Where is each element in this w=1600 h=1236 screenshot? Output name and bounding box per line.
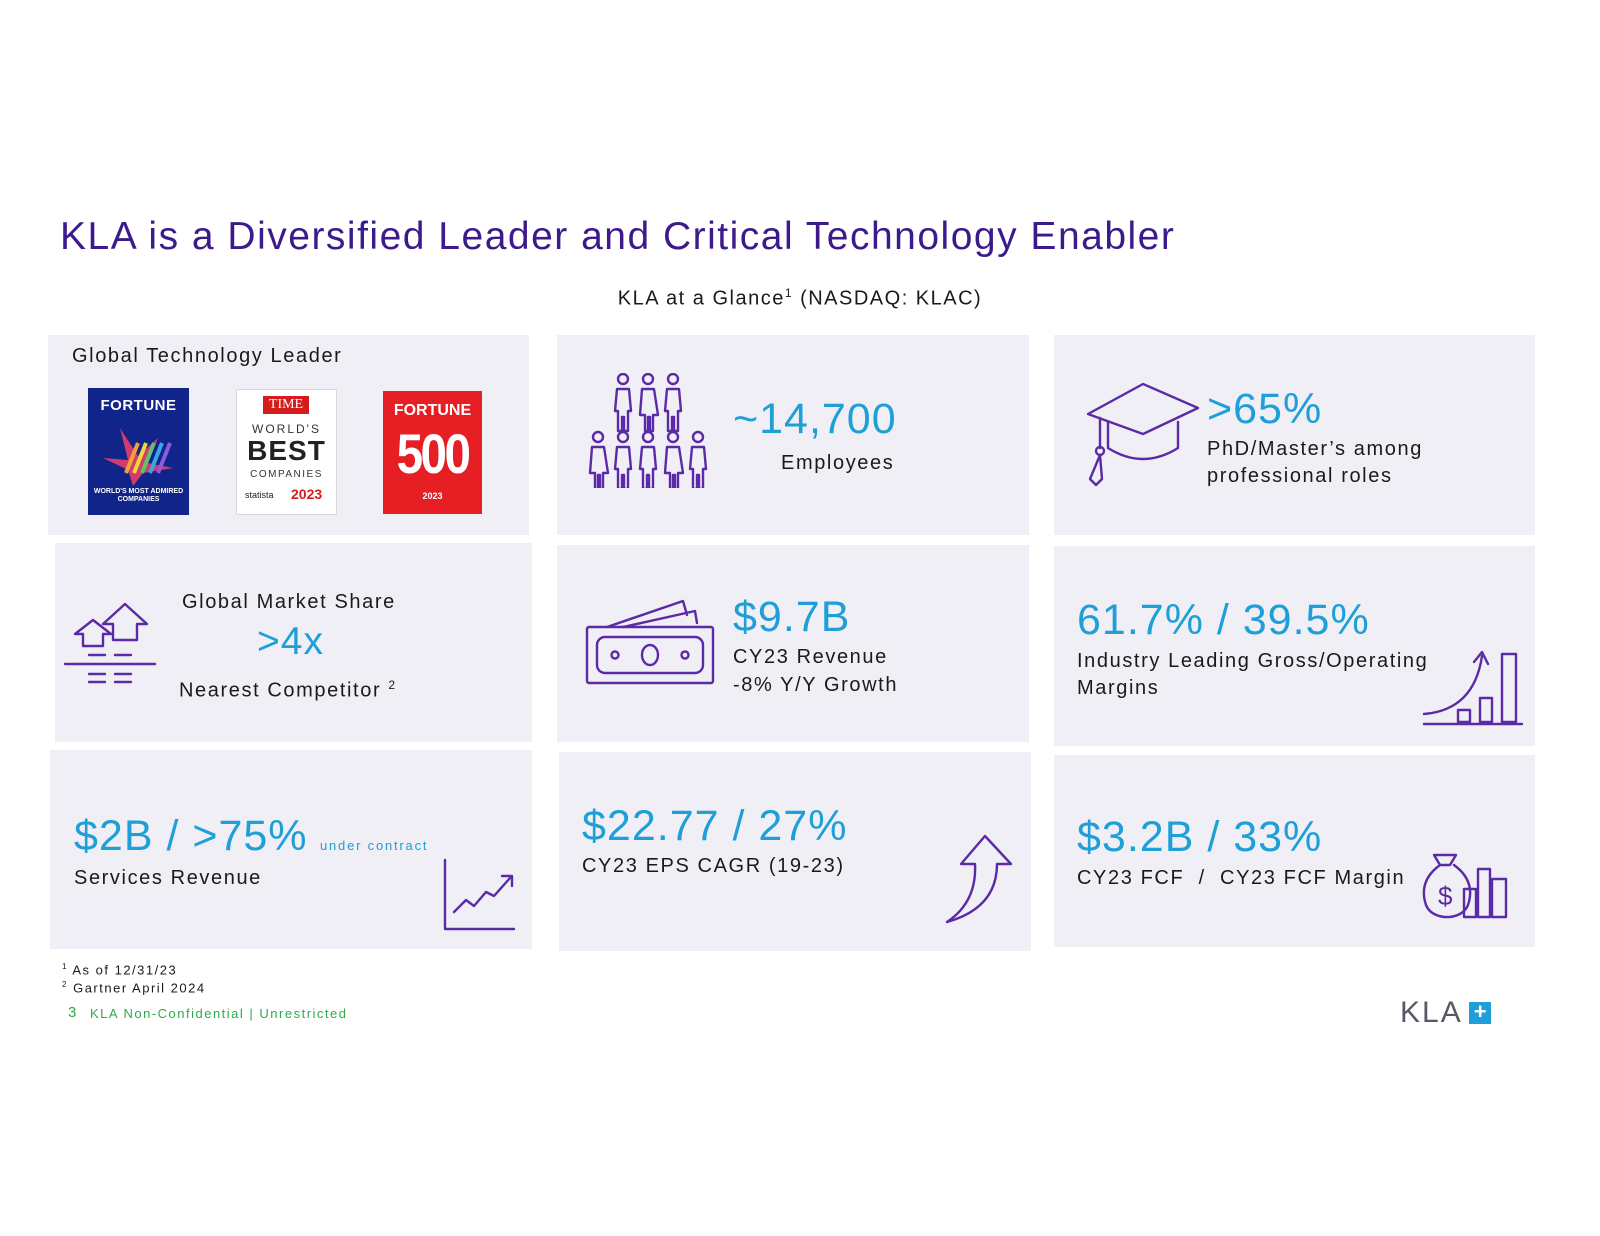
global-leader-label: Global Technology Leader bbox=[72, 345, 343, 367]
services-value-row: $2B / >75% under contract bbox=[74, 812, 428, 861]
market-share-icon bbox=[63, 602, 157, 684]
market-share-label: Global Market Share bbox=[182, 591, 396, 613]
page-title: KLA is a Diversified Leader and Critical… bbox=[60, 215, 1176, 258]
market-share-footnote-ref: 2 bbox=[388, 678, 397, 692]
services-label: Services Revenue bbox=[74, 867, 262, 889]
market-share-sub: Nearest Competitor 2 bbox=[179, 671, 397, 705]
growth-chart-icon bbox=[1422, 650, 1524, 726]
time-line3: COMPANIES bbox=[250, 469, 323, 480]
time-line1: WORLD'S bbox=[252, 422, 321, 436]
revenue-line2: -8% Y/Y Growth bbox=[733, 674, 899, 696]
time-year: 2023 bbox=[291, 486, 323, 502]
rainbow-star-icon bbox=[103, 428, 173, 486]
margins-line2: Margins bbox=[1077, 677, 1160, 699]
fortune-500-year: 2023 bbox=[422, 491, 443, 501]
footnote-2-sup: 2 bbox=[62, 980, 68, 989]
page-number: 3 bbox=[68, 1004, 77, 1021]
phd-value: >65% bbox=[1207, 385, 1323, 433]
card-market-share: Global Market Share >4x Nearest Competit… bbox=[55, 543, 532, 742]
revenue-line1: CY23 Revenue bbox=[733, 646, 888, 668]
fortune-500-title: FORTUNE bbox=[393, 402, 472, 419]
footnote-1: 1 As of 12/31/23 bbox=[62, 962, 177, 977]
people-icon bbox=[588, 373, 708, 488]
market-share-value: >4x bbox=[257, 620, 324, 663]
graduation-cap-icon bbox=[1086, 382, 1200, 487]
services-value: $2B / >75% bbox=[74, 812, 308, 860]
revenue-value: $9.7B bbox=[733, 593, 851, 641]
card-eps: $22.77 / 27% CY23 EPS CAGR (19-23) bbox=[559, 752, 1031, 951]
footnote-1-sup: 1 bbox=[62, 962, 68, 971]
classification-label: KLA Non-Confidential | Unrestricted bbox=[90, 1006, 348, 1021]
subtitle-text: KLA at a Glance bbox=[617, 287, 785, 310]
phd-line2: professional roles bbox=[1207, 465, 1393, 487]
footnote-2: 2 Gartner April 2024 bbox=[62, 980, 206, 995]
margins-value: 61.7% / 39.5% bbox=[1077, 596, 1370, 644]
line-chart-icon bbox=[443, 858, 516, 931]
statista-brand: statista bbox=[245, 490, 274, 500]
fortune-500-number: 500 bbox=[396, 422, 471, 485]
svg-text:$: $ bbox=[1438, 881, 1453, 911]
card-services: $2B / >75% under contract Services Reven… bbox=[50, 750, 532, 949]
fortune-admired-title: FORTUNE bbox=[100, 397, 177, 414]
money-bag-icon: $ bbox=[1422, 853, 1508, 919]
up-arrow-icon bbox=[945, 834, 1013, 924]
fortune-500-logo: FORTUNE 500 2023 bbox=[383, 391, 482, 514]
time-worlds-best-logo: TIME WORLD'S BEST COMPANIES statista 202… bbox=[236, 389, 337, 515]
eps-value: $22.77 / 27% bbox=[582, 802, 848, 850]
fortune-most-admired-logo: FORTUNE WORLD'S MOST ADMIRED COMPANIES bbox=[88, 388, 189, 515]
footnote-1-text: As of 12/31/23 bbox=[72, 962, 178, 978]
kla-logo-text: KLA bbox=[1400, 996, 1463, 1029]
card-employees: ~14,700 Employees bbox=[557, 335, 1029, 535]
employees-label: Employees bbox=[781, 452, 895, 474]
employees-value: ~14,700 bbox=[733, 395, 897, 443]
margins-line1: Industry Leading Gross/Operating bbox=[1077, 650, 1429, 672]
cash-icon bbox=[585, 599, 715, 685]
phd-line1: PhD/Master’s among bbox=[1207, 438, 1423, 460]
card-phd: >65% PhD/Master’s among professional rol… bbox=[1054, 335, 1535, 535]
time-masthead: TIME bbox=[263, 396, 309, 414]
kla-plus-icon: + bbox=[1469, 1001, 1492, 1024]
card-revenue: $9.7B CY23 Revenue -8% Y/Y Growth bbox=[557, 545, 1029, 742]
fcf-value: $3.2B / 33% bbox=[1077, 813, 1323, 861]
page-subtitle: KLA at a Glance1 (NASDAQ: KLAC) bbox=[0, 286, 1600, 311]
footnote-2-text: Gartner April 2024 bbox=[73, 980, 206, 996]
card-global-leader: Global Technology Leader FORTUNE WORLD'S… bbox=[48, 335, 529, 535]
subtitle-footnote-ref: 1 bbox=[784, 286, 794, 300]
kla-logo: KLA + bbox=[1400, 996, 1492, 1029]
fcf-label: CY23 FCF / CY23 FCF Margin bbox=[1077, 867, 1406, 889]
card-margins: 61.7% / 39.5% Industry Leading Gross/Ope… bbox=[1054, 546, 1535, 746]
market-share-sub-text: Nearest Competitor bbox=[179, 679, 382, 702]
time-line2: BEST bbox=[247, 435, 326, 466]
fortune-admired-caption: WORLD'S MOST ADMIRED COMPANIES bbox=[93, 488, 184, 503]
services-note: under contract bbox=[319, 838, 429, 853]
eps-label: CY23 EPS CAGR (19-23) bbox=[582, 855, 845, 877]
subtitle-suffix: (NASDAQ: KLAC) bbox=[793, 287, 983, 310]
card-fcf: $3.2B / 33% CY23 FCF / CY23 FCF Margin $ bbox=[1054, 755, 1535, 947]
